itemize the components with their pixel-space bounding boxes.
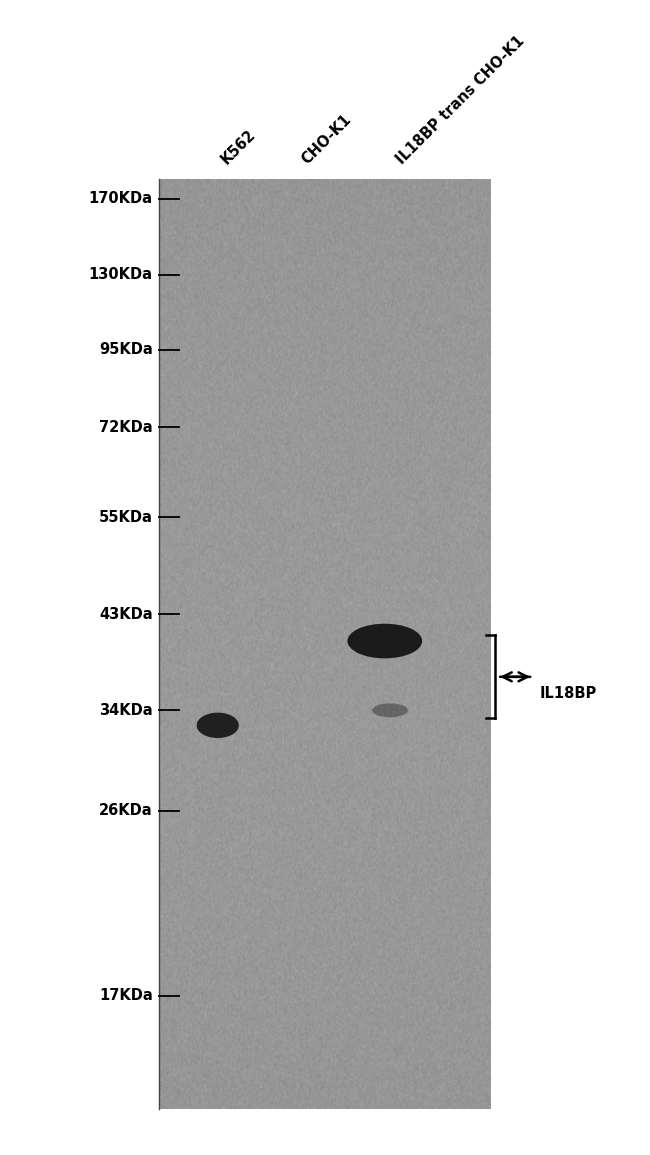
- Text: IL18BP: IL18BP: [540, 686, 597, 700]
- Ellipse shape: [347, 624, 422, 658]
- Text: 130KDa: 130KDa: [89, 268, 153, 282]
- Text: 43KDa: 43KDa: [99, 608, 153, 621]
- Text: 34KDa: 34KDa: [99, 703, 153, 717]
- Text: 72KDa: 72KDa: [99, 420, 153, 434]
- Text: 55KDa: 55KDa: [99, 511, 153, 524]
- Text: 17KDa: 17KDa: [99, 989, 153, 1003]
- Ellipse shape: [372, 703, 408, 717]
- Text: IL18BP trans CHO-K1: IL18BP trans CHO-K1: [393, 33, 527, 167]
- Text: K562: K562: [218, 127, 258, 167]
- Text: 170KDa: 170KDa: [89, 192, 153, 206]
- Text: 26KDa: 26KDa: [99, 804, 153, 818]
- Bar: [0, 0, 650, 179]
- Bar: [491, 0, 650, 1155]
- Text: 95KDa: 95KDa: [99, 343, 153, 357]
- Bar: [0, 0, 159, 1155]
- Ellipse shape: [196, 713, 239, 738]
- Text: CHO-K1: CHO-K1: [299, 112, 354, 167]
